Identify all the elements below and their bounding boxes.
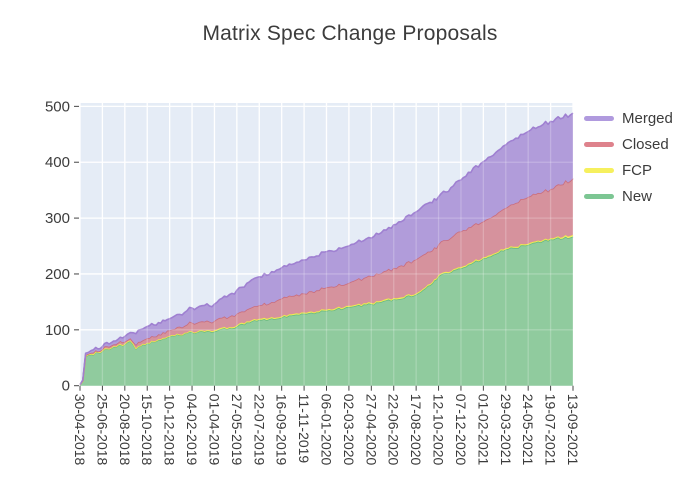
x-tick-label: 16-09-2019 [274, 394, 290, 466]
x-tick-label: 12-10-2020 [431, 394, 447, 466]
x-tick-label: 02-03-2020 [341, 394, 357, 466]
x-tick-label: 07-12-2020 [453, 394, 469, 466]
legend-label-new: New [622, 187, 653, 205]
x-tick-label: 27-04-2020 [363, 394, 379, 466]
chart-title: Matrix Spec Change Proposals [202, 22, 498, 45]
y-tick-label: 500 [45, 98, 70, 115]
y-tick-label: 200 [45, 266, 70, 283]
merged-series-swatch-icon [584, 115, 614, 121]
x-tick-label: 01-04-2019 [206, 394, 222, 466]
x-tick-label: 17-08-2020 [408, 394, 424, 466]
x-tick-label: 19-07-2021 [543, 394, 559, 466]
legend-item-fcp[interactable]: FCP [584, 157, 673, 183]
x-tick-label: 06-01-2020 [319, 394, 335, 466]
x-tick-label: 13-09-2021 [565, 394, 581, 466]
line-merged [79, 112, 574, 386]
y-tick-label: 300 [45, 210, 70, 227]
legend: Merged Closed FCP New [584, 105, 673, 209]
legend-item-merged[interactable]: Merged [584, 105, 673, 131]
x-tick-label: 25-06-2018 [94, 394, 110, 466]
legend-label-closed: Closed [622, 135, 669, 153]
x-tick-label: 20-08-2018 [117, 394, 133, 466]
x-tick-label: 10-12-2018 [162, 394, 178, 466]
x-tick-label: 22-07-2019 [251, 394, 267, 466]
x-tick-label: 15-10-2018 [139, 394, 155, 466]
x-tick-label: 30-04-2018 [72, 394, 88, 466]
closed-series-swatch-icon [584, 141, 614, 147]
x-tick-label: 22-06-2020 [386, 394, 402, 466]
x-tick-label: 29-03-2021 [498, 394, 514, 466]
new-series-swatch-icon [584, 193, 614, 199]
x-tick-label: 01-02-2021 [475, 394, 491, 466]
y-tick-label: 0 [62, 378, 70, 395]
x-tick-label: 11-11-2019 [296, 394, 312, 464]
y-tick-label: 400 [45, 154, 70, 171]
fcp-series-swatch-icon [584, 167, 614, 173]
x-tick-label: 24-05-2021 [520, 394, 536, 466]
area-merged [80, 113, 573, 385]
y-tick-label: 100 [45, 322, 70, 339]
x-tick-label: 04-02-2019 [184, 394, 200, 466]
x-tick-label: 27-05-2019 [229, 394, 245, 466]
legend-label-merged: Merged [622, 109, 673, 127]
legend-label-fcp: FCP [622, 161, 652, 179]
legend-item-closed[interactable]: Closed [584, 131, 673, 157]
legend-item-new[interactable]: New [584, 183, 673, 209]
